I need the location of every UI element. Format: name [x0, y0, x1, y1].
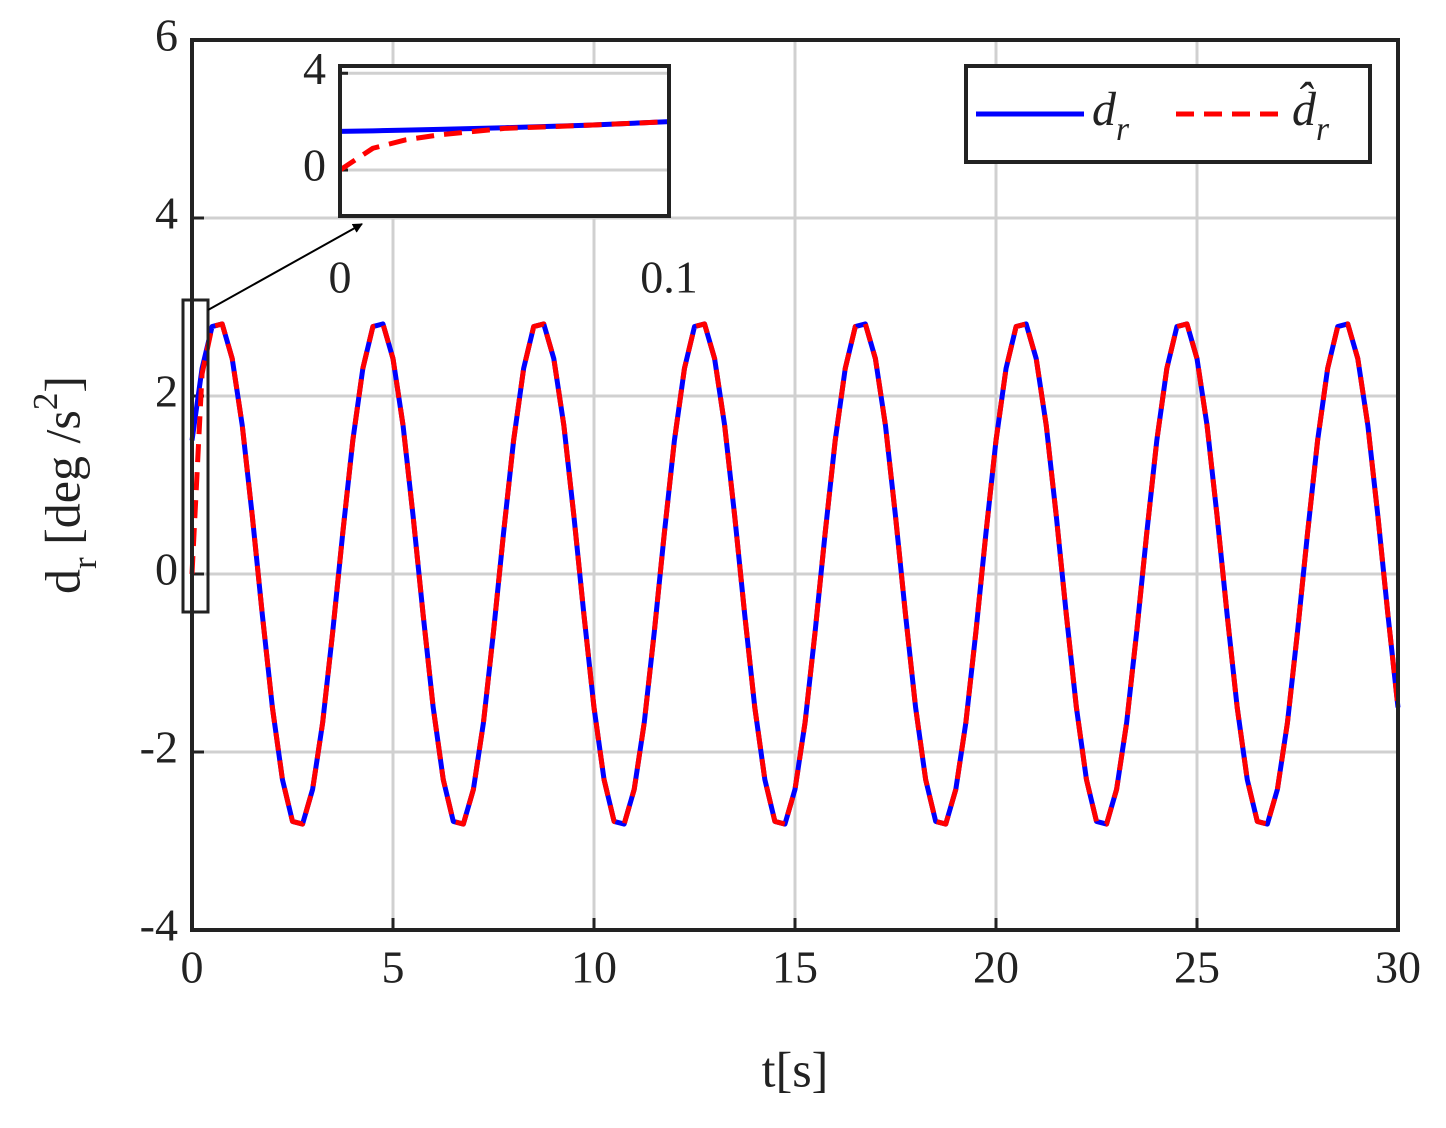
- plot-background: [340, 66, 669, 216]
- x-tick-label: 10: [571, 942, 617, 993]
- axes-box: [338, 64, 671, 218]
- x-tick-label: 0.1: [640, 252, 698, 303]
- x-tick-label: 0: [329, 252, 352, 303]
- x-tick-label: 25: [1174, 942, 1220, 993]
- y-tick-label: -4: [140, 900, 178, 951]
- zoom-region: [181, 298, 210, 614]
- y-tick-label: -2: [140, 722, 178, 773]
- inset-plot: 0 0.1 0 4: [303, 43, 698, 303]
- y-tick-label: 0: [155, 544, 178, 595]
- series-line: [338, 119, 670, 173]
- y-tick-label: 2: [155, 366, 178, 417]
- axes-box: [190, 38, 1400, 932]
- y-tick-label: 6: [155, 10, 178, 61]
- zoom-arrow: [207, 223, 363, 311]
- x-tick-label: 15: [772, 942, 818, 993]
- y-tick-label: 4: [155, 188, 178, 239]
- y-tick-label: 0: [303, 140, 326, 191]
- x-axis-label: t[s]: [762, 1041, 829, 1097]
- y-tick-label: 4: [303, 43, 326, 94]
- y-axis-label: dr [deg /s2]: [26, 376, 104, 594]
- series-line: [189, 321, 1401, 827]
- x-tick-label: 0: [181, 942, 204, 993]
- x-tick-label: 5: [382, 942, 405, 993]
- x-tick-label: 30: [1375, 942, 1421, 993]
- x-tick-label: 20: [973, 942, 1019, 993]
